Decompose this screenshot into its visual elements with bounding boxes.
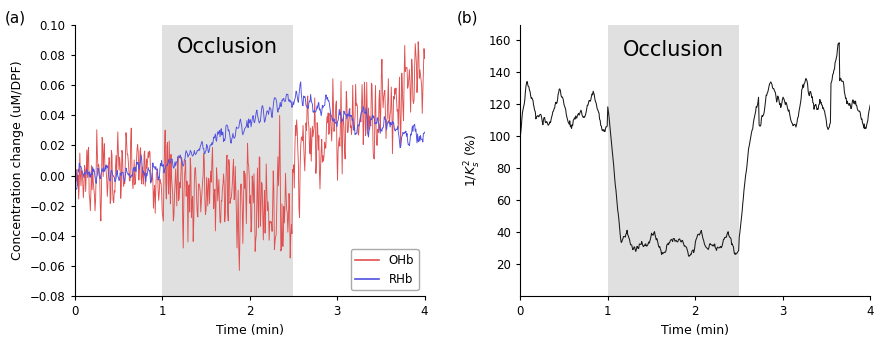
Text: Occlusion: Occlusion: [177, 37, 278, 57]
Text: (a): (a): [4, 11, 26, 26]
Y-axis label: Concentration change (uM/DPF): Concentration change (uM/DPF): [12, 61, 24, 260]
X-axis label: Time (min): Time (min): [216, 324, 283, 337]
Y-axis label: $1/K_s^2$ (%): $1/K_s^2$ (%): [463, 134, 483, 187]
Bar: [162, 24, 293, 296]
Text: Occlusion: Occlusion: [623, 40, 724, 61]
Bar: [608, 24, 739, 296]
X-axis label: Time (min): Time (min): [661, 324, 729, 337]
Text: (b): (b): [458, 11, 479, 26]
Legend: OHb, RHb: OHb, RHb: [350, 249, 419, 290]
